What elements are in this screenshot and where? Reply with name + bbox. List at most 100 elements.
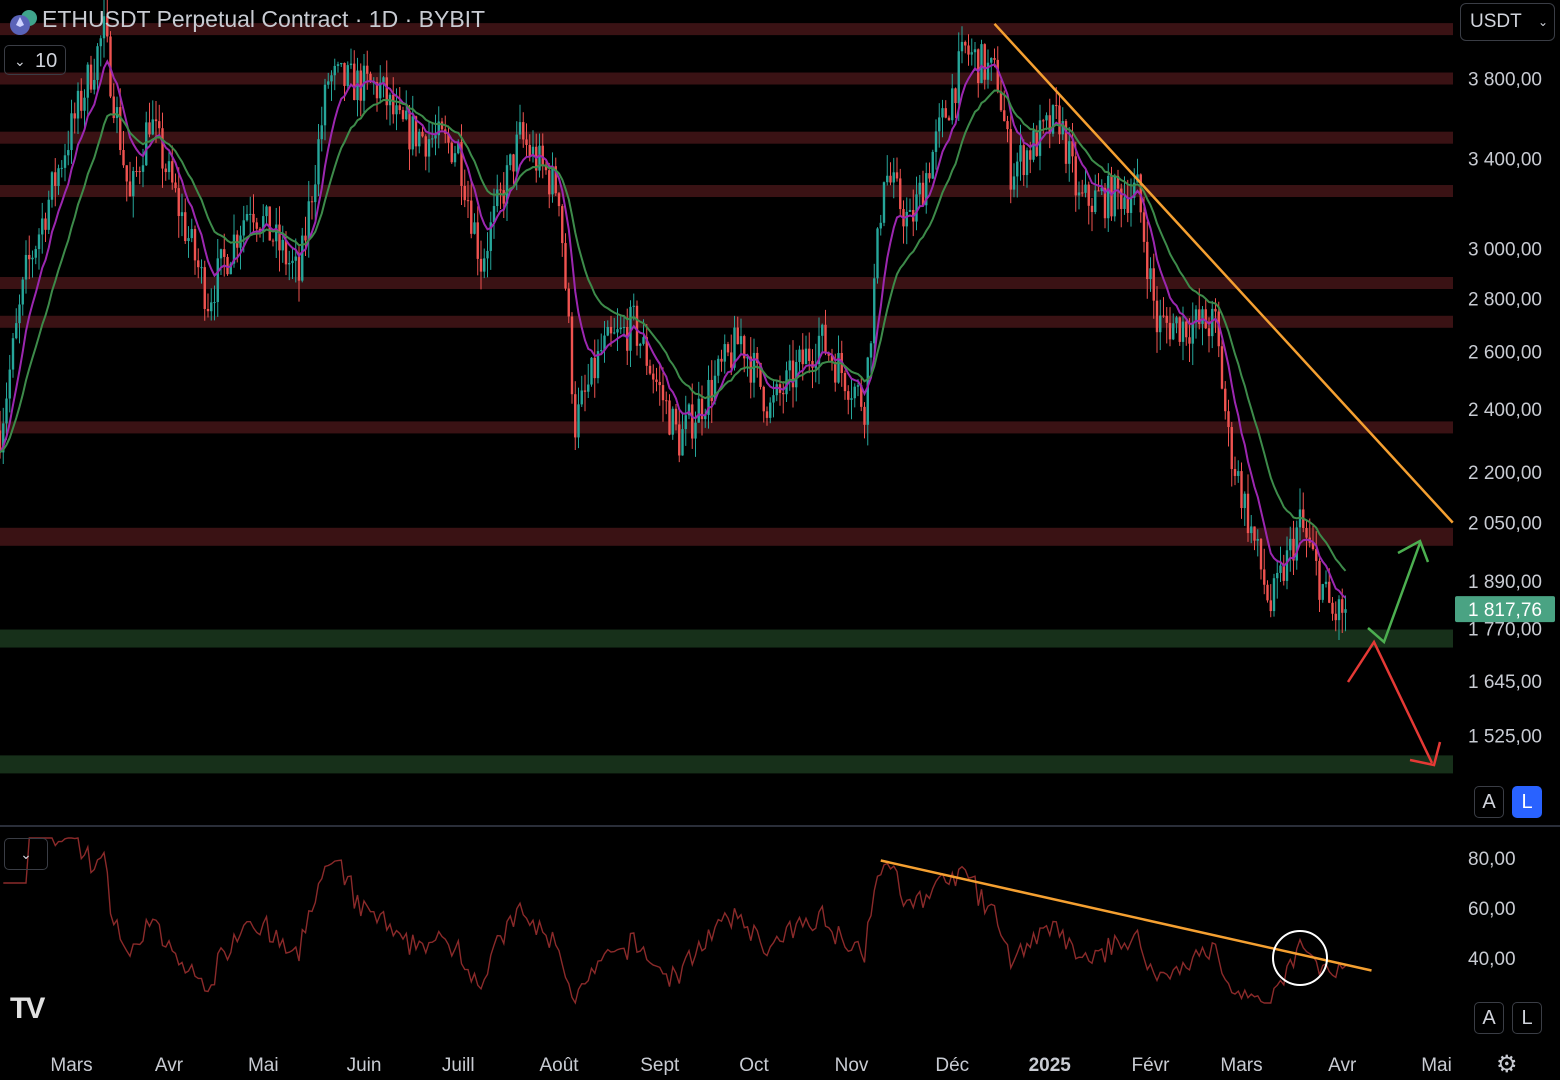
candle-body: [37, 234, 41, 250]
rsi-auto-scale-button[interactable]: A: [1474, 1002, 1504, 1034]
candle-body: [112, 96, 115, 119]
candle-body: [899, 178, 902, 210]
candle-body: [502, 190, 505, 204]
candle-body: [479, 258, 483, 272]
rsi-log-scale-button[interactable]: L: [1512, 1002, 1542, 1034]
candle-body: [440, 121, 444, 130]
time-axis-label: Juin: [347, 1055, 382, 1076]
candle-body: [473, 222, 476, 234]
candle-body: [359, 70, 362, 101]
candle-body: [1220, 346, 1224, 389]
auto-scale-button[interactable]: A: [1474, 786, 1504, 818]
candle-body: [1159, 315, 1162, 333]
candle-body: [980, 44, 983, 84]
candle-body: [824, 324, 827, 354]
candle-body: [135, 170, 138, 172]
candle-body: [957, 51, 960, 104]
candle-body: [1289, 538, 1292, 551]
time-axis-label: Sept: [640, 1055, 680, 1076]
candle-body: [379, 82, 382, 99]
candle-body: [1315, 549, 1318, 561]
time-axis-label: Oct: [739, 1055, 769, 1076]
candle-body: [905, 211, 908, 227]
candle-body: [791, 360, 795, 388]
candle-body: [821, 324, 824, 336]
currency-dropdown[interactable]: USDT ⌄: [1460, 3, 1555, 41]
candle-body: [895, 172, 899, 179]
candle-body: [203, 267, 206, 309]
candle-body: [1292, 538, 1295, 561]
candle-body: [1123, 197, 1126, 209]
candle-body: [15, 323, 18, 339]
candle-body: [1061, 121, 1064, 135]
resistance-zone: [0, 72, 1453, 85]
candle-body: [954, 88, 957, 104]
candle-body: [837, 352, 840, 383]
candle-body: [216, 258, 219, 303]
time-axis-label: Mars: [1220, 1055, 1262, 1076]
candle-body: [1263, 569, 1266, 585]
candle-body: [1025, 150, 1029, 176]
candle-body: [271, 240, 275, 242]
candle-body: [788, 360, 791, 371]
candle-body: [278, 224, 281, 251]
candle-body: [671, 408, 674, 435]
candle-body: [668, 400, 671, 435]
bearish-arrowhead: [1409, 741, 1442, 767]
candle-body: [632, 305, 635, 307]
candle-body: [1172, 323, 1175, 340]
candle-body: [336, 64, 340, 66]
candle-body: [460, 142, 463, 186]
candle-body: [684, 415, 687, 430]
interval-value: 10: [35, 50, 58, 72]
candle-body: [310, 201, 314, 203]
candle-body: [128, 181, 132, 197]
candle-body: [18, 304, 21, 324]
collapse-indicator-button[interactable]: ⌄: [4, 838, 48, 870]
resistance-zone: [0, 131, 1453, 144]
candle-body: [652, 373, 655, 380]
candle-body: [700, 398, 704, 420]
candle-body: [174, 182, 177, 189]
candle-body: [522, 122, 525, 140]
resistance-zone: [0, 23, 1453, 36]
candle-body: [275, 224, 278, 242]
price-axis-label: 2 200,00: [1468, 463, 1542, 484]
candle-body: [1133, 182, 1136, 198]
log-scale-button[interactable]: L: [1512, 786, 1542, 818]
interval-dropdown[interactable]: ⌄ 10: [4, 45, 66, 75]
candle-body: [1279, 565, 1282, 573]
candle-body: [431, 138, 434, 140]
candle-body: [1152, 268, 1155, 301]
settings-gear-icon[interactable]: ⚙: [1496, 1051, 1518, 1078]
candle-body: [466, 200, 470, 202]
candle-body: [1253, 526, 1256, 541]
chevron-down-icon: ⌄: [20, 846, 32, 862]
candle-body: [1019, 145, 1022, 162]
candle-body: [944, 108, 947, 118]
candle-body: [723, 344, 726, 362]
candle-body: [317, 139, 320, 185]
candle-body: [1191, 322, 1194, 344]
candle-body: [970, 52, 973, 55]
candle-body: [70, 113, 73, 151]
candle-body: [281, 239, 284, 251]
symbol-title[interactable]: ETHUSDT Perpetual Contract · 1D · BYBIT: [42, 6, 486, 32]
candle-body: [1269, 600, 1272, 612]
candle-body: [41, 218, 44, 235]
price-axis-label: 2 800,00: [1468, 289, 1542, 310]
candle-body: [210, 302, 213, 312]
candle-body: [1146, 241, 1149, 280]
candle-body: [1003, 110, 1006, 122]
current-price-label: 1 817,76: [1468, 600, 1542, 621]
candle-body: [986, 62, 990, 80]
candle-body: [343, 62, 346, 86]
candle-body: [1246, 493, 1250, 534]
candle-body: [99, 38, 102, 47]
candle-body: [583, 390, 587, 392]
candle-body: [294, 256, 297, 261]
candle-body: [856, 385, 860, 387]
time-axis-label: Mars: [50, 1055, 92, 1076]
candle-body: [414, 116, 418, 147]
